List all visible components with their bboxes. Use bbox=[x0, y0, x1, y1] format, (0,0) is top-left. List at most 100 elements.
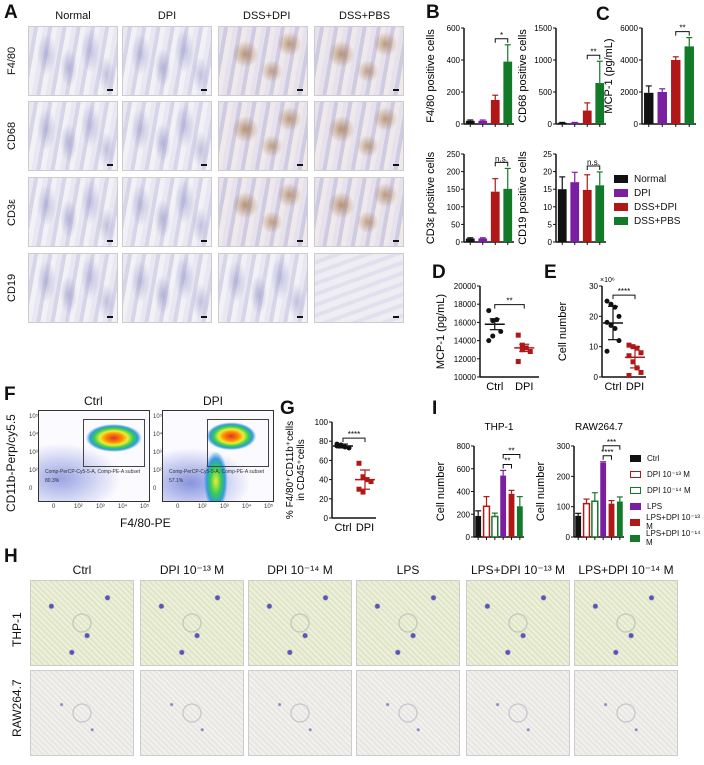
bar bbox=[582, 189, 592, 242]
transwell-image bbox=[248, 580, 352, 666]
chart-mcp1-serum: MCP-1 (pg/mL) 0 2000 4000 6000 ** bbox=[603, 24, 696, 129]
column-label-1: DPI bbox=[157, 10, 177, 22]
y-tick-label: 50 bbox=[451, 220, 460, 229]
gate-percentage: 57.1% bbox=[169, 478, 184, 484]
legend-swatch bbox=[630, 470, 641, 478]
data-point bbox=[616, 313, 622, 319]
scale-bar bbox=[201, 316, 207, 318]
legend-swatch bbox=[630, 534, 641, 542]
bar bbox=[503, 188, 513, 242]
y-tick-label: 600 bbox=[447, 24, 461, 33]
flow-y-tick: 10⁴ bbox=[29, 432, 39, 438]
legend-swatch bbox=[614, 175, 628, 183]
significance-label: ** bbox=[590, 47, 596, 56]
y-tick-label: 25 bbox=[543, 150, 552, 159]
legend-swatch bbox=[630, 518, 641, 526]
bar bbox=[570, 122, 580, 124]
y-tick-label: 150 bbox=[447, 185, 461, 194]
bar bbox=[557, 122, 567, 124]
y-tick-label: 15 bbox=[543, 185, 552, 194]
flow-y-tick: 10⁵ bbox=[153, 414, 163, 420]
bar bbox=[475, 515, 482, 537]
legend-swatch bbox=[630, 502, 641, 510]
legend-item: DSS+DPI bbox=[614, 200, 680, 214]
x-tick-label: DPI bbox=[356, 522, 374, 534]
transwell-image bbox=[466, 580, 570, 666]
y-tick-label: 0 bbox=[566, 533, 571, 542]
y-tick-label: 5 bbox=[548, 220, 553, 229]
y-tick-label: 1000 bbox=[534, 56, 552, 65]
column-label-1: DPI 10⁻¹³ M bbox=[159, 563, 225, 577]
data-point bbox=[626, 372, 632, 378]
bar bbox=[478, 238, 488, 242]
scale-bar bbox=[393, 316, 399, 318]
ihc-image bbox=[122, 101, 212, 171]
y-tick-label: 10 bbox=[589, 343, 598, 352]
row-label-2: CD3ε bbox=[6, 199, 18, 226]
data-point bbox=[360, 489, 366, 495]
y-tick-label: 0 bbox=[548, 120, 553, 129]
x-tick-label: DPI bbox=[515, 381, 533, 393]
transwell-image bbox=[574, 580, 678, 666]
significance-bracket bbox=[602, 445, 621, 450]
flow-y-tick: 10³ bbox=[29, 450, 38, 456]
column-label-0: Ctrl bbox=[72, 563, 92, 577]
flow-x-tick: 10⁴ bbox=[242, 504, 252, 510]
legend-item: DPI 10⁻¹⁴ M bbox=[630, 482, 704, 498]
chart-f480-positive-cells: F4/80 positive cells 0 200 400 600 * bbox=[425, 24, 514, 129]
chart-title: THP-1 bbox=[485, 422, 514, 433]
chart-mcp1-ctrl-vs-dpi: MCP-1 (pg/mL) 10000 12000 14000 16000 18000 20… bbox=[435, 282, 539, 393]
significance-label: **** bbox=[618, 287, 630, 296]
significance-bracket bbox=[494, 38, 509, 43]
panel-letter-i: I bbox=[432, 398, 438, 419]
y-axis-label: CD68 positive cells bbox=[517, 29, 529, 123]
y-tick-label: 20 bbox=[319, 495, 328, 504]
data-point bbox=[490, 333, 496, 339]
bar bbox=[491, 515, 499, 538]
flow-x-tick: 10⁵ bbox=[140, 504, 150, 510]
ihc-image bbox=[122, 253, 212, 323]
y-tick-label: 40 bbox=[319, 476, 328, 485]
scale-bar bbox=[107, 89, 113, 91]
legend-label: DSS+DPI bbox=[634, 201, 678, 213]
column-label-3: LPS bbox=[396, 563, 420, 577]
legend-swatch bbox=[630, 454, 641, 462]
significance-label: *** bbox=[607, 438, 616, 447]
y-tick-label: 1500 bbox=[534, 24, 552, 33]
chart-cd68-positive-cells: CD68 positive cells 0 500 1000 1500 ** bbox=[517, 24, 606, 129]
data-point bbox=[519, 342, 525, 348]
bar bbox=[516, 506, 523, 537]
legend-item: DSS+PBS bbox=[614, 214, 680, 228]
bar bbox=[570, 182, 580, 242]
y-axis-label: % F4/80⁺CD11b⁺cellsin CD45⁺cells bbox=[285, 421, 307, 519]
legend-item: DPI 10⁻¹³ M bbox=[630, 466, 704, 482]
legend-label: LPS bbox=[647, 501, 663, 511]
scale-bar bbox=[393, 164, 399, 166]
y-tick-label: 300 bbox=[557, 442, 571, 451]
data-point bbox=[616, 338, 622, 344]
y-tick-label: 0 bbox=[324, 514, 329, 523]
data-point bbox=[604, 298, 610, 304]
flow-y-tick: 10⁴ bbox=[153, 432, 163, 438]
ihc-image bbox=[314, 26, 404, 96]
y-tick-label: 4000 bbox=[620, 56, 638, 65]
significance-bracket bbox=[494, 161, 509, 167]
gate-label: Comp-PerCP-Cy5-5-A, Comp-PE-A subset bbox=[45, 469, 141, 475]
data-point bbox=[519, 347, 525, 353]
bar bbox=[478, 120, 488, 124]
column-label-2: DPI 10⁻¹⁴ M bbox=[267, 563, 333, 577]
x-tick-label: Ctrl bbox=[604, 381, 621, 393]
flow-plot-ctrl: Comp-PerCP-Cy5-5-A, Comp-PE-A subset 80.… bbox=[38, 410, 150, 502]
y-tick-label: 16000 bbox=[454, 318, 477, 327]
scale-bar bbox=[393, 240, 399, 242]
flow-x-tick: 0 bbox=[52, 504, 56, 510]
y-tick-label: 80 bbox=[319, 437, 328, 446]
significance-bracket bbox=[586, 165, 601, 170]
chart-title: RAW264.7 bbox=[575, 422, 623, 433]
data-point bbox=[515, 332, 521, 338]
scale-bar bbox=[201, 89, 207, 91]
significance-bracket bbox=[342, 437, 366, 443]
flow-x-tick: 10³ bbox=[220, 504, 229, 510]
y-tick-label: 200 bbox=[457, 510, 471, 519]
significance-label: **** bbox=[348, 430, 360, 439]
